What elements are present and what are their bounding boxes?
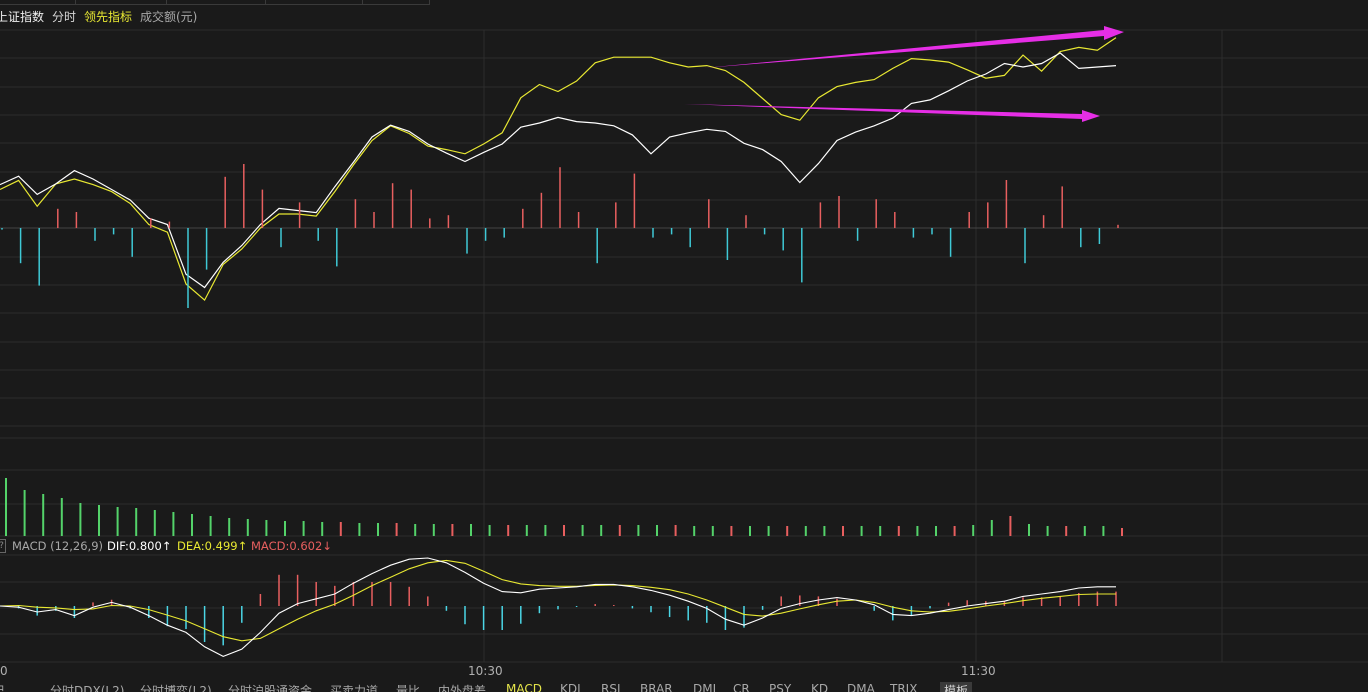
macd-dea-value: DEA:0.499↑ xyxy=(177,539,248,553)
indicator-tab[interactable]: 买卖力道 xyxy=(330,684,379,692)
x-tick-label: 0 xyxy=(0,664,8,678)
annotation-arrow-down xyxy=(684,104,1100,122)
indicator-tab[interactable]: 内外盘差 xyxy=(438,684,487,692)
annotation-arrow-up xyxy=(704,26,1124,68)
price-line xyxy=(0,52,1117,289)
macd-dif-value: DIF:0.800↑ xyxy=(107,539,172,553)
indicator-tab[interactable]: 模板 xyxy=(940,682,973,692)
indicator-tab[interactable]: KD xyxy=(811,682,829,692)
indicator-tab[interactable]: KDJ xyxy=(560,682,581,692)
indicator-tab[interactable]: PSY xyxy=(769,682,792,692)
leading-indicator-line xyxy=(0,37,1117,302)
indicator-tab[interactable]: DMI xyxy=(693,682,717,692)
top-tab-divider xyxy=(266,0,363,4)
top-tab-divider xyxy=(363,0,430,4)
indicator-tab[interactable]: 分时DDX(L2) xyxy=(50,684,125,692)
indicator-tab[interactable]: 量比 xyxy=(396,684,421,692)
x-tick-label: 11:30 xyxy=(961,664,996,678)
indicator-tab-bar: 配 分时DDX(L2) 分时博弈(L2) 分时沪股通资金 买卖力道 量比 内外盘差 MACD K… xyxy=(0,680,1368,692)
legend-index-name[interactable]: 上证指数 xyxy=(0,10,45,24)
macd-hist-value: MACD:0.602↓ xyxy=(251,539,332,553)
legend-volume[interactable]: 成交额(元) xyxy=(140,10,198,24)
top-tab-strip xyxy=(0,0,430,5)
indicator-tab[interactable]: RSI xyxy=(601,682,621,692)
indicator-tab[interactable]: TRIX xyxy=(890,682,918,692)
indicator-tab[interactable]: 分时博弈(L2) xyxy=(140,684,212,692)
top-tab-divider xyxy=(167,0,266,4)
dea-line xyxy=(0,559,1116,642)
indicator-tab[interactable]: DMA xyxy=(847,682,875,692)
legend-mode[interactable]: 分时 xyxy=(52,10,77,24)
indicator-tab[interactable]: CR xyxy=(733,682,750,692)
top-tab-divider xyxy=(30,0,76,4)
x-tick-label: 10:30 xyxy=(468,664,503,678)
indicator-tab[interactable]: MACD xyxy=(506,682,542,692)
dif-line xyxy=(0,557,1116,658)
indicator-tab[interactable]: 分时沪股通资金 xyxy=(228,684,313,692)
indicator-tab[interactable]: 配 xyxy=(0,682,4,692)
legend-leading-indicator[interactable]: 领先指标 xyxy=(84,10,133,24)
indicator-tab[interactable]: BRAR xyxy=(640,682,673,692)
top-tab-divider xyxy=(76,0,167,4)
macd-name[interactable]: MACD (12,26,9) xyxy=(12,539,103,553)
